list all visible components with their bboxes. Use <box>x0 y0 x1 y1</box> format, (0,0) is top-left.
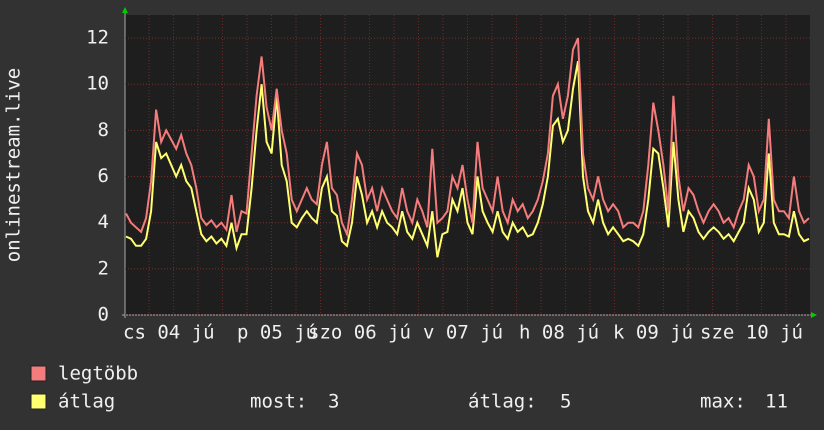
y-axis-label: onlinestream.live <box>3 68 25 262</box>
stat-label: átlag: <box>468 391 537 413</box>
stat-value: 11 <box>765 391 788 413</box>
x-tick-label: sze 10 jú <box>700 322 803 344</box>
x-tick-label: szo 06 jú <box>308 322 411 344</box>
x-tick-label: h 08 jú <box>519 322 599 344</box>
y-tick-label: 6 <box>98 165 109 187</box>
y-tick-label: 4 <box>98 211 109 233</box>
series-line <box>125 37 810 238</box>
stat-value: 5 <box>560 391 571 413</box>
y-tick-label: 10 <box>86 73 109 95</box>
legend-label: legtöbb <box>58 363 138 385</box>
x-tick-label: p 05 jú <box>237 322 317 344</box>
stat-value: 3 <box>328 391 339 413</box>
x-tick-label: k 09 jú <box>613 322 693 344</box>
legend-swatch <box>30 365 47 382</box>
legend-label: átlag <box>58 391 115 413</box>
axis-arrow <box>811 312 817 318</box>
series-line <box>125 61 810 258</box>
vertical-grid <box>148 15 787 315</box>
y-tick-label: 8 <box>98 119 109 141</box>
y-tick-label: 2 <box>98 257 109 279</box>
y-tick-label: 12 <box>86 27 109 49</box>
axis-arrow <box>122 7 128 13</box>
legend-swatch <box>30 393 47 410</box>
x-tick-label: v 07 jú <box>423 322 503 344</box>
x-tick-label: cs 04 jú <box>123 322 215 344</box>
stat-label: most: <box>250 391 307 413</box>
stat-label: max: <box>700 391 746 413</box>
y-tick-label: 0 <box>98 304 109 326</box>
